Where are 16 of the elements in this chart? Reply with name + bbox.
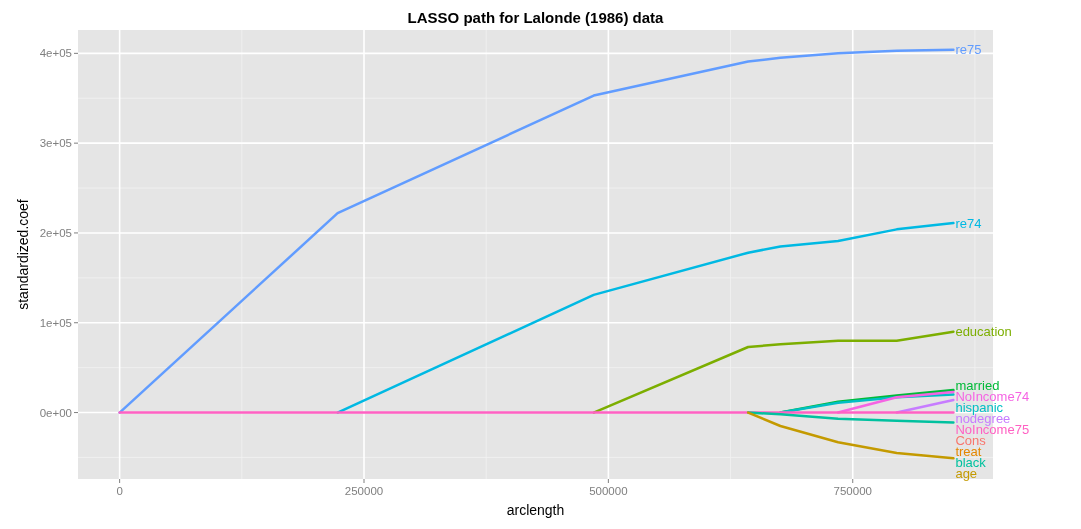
chart-title: LASSO path for Lalonde (1986) data — [407, 9, 665, 26]
x-tick-label: 0 — [116, 485, 123, 497]
y-tick-label: 2e+05 — [39, 226, 72, 239]
x-tick-label: 750000 — [833, 485, 872, 497]
x-tick-label: 250000 — [344, 485, 384, 497]
series-label: re74 — [955, 215, 982, 231]
y-tick-label: 3e+05 — [39, 137, 72, 150]
y-axis-title: standardized.coef — [15, 199, 31, 310]
x-tick-label: 500000 — [589, 485, 628, 497]
x-axis-title: arclength — [506, 502, 565, 518]
series-label: married — [955, 377, 1000, 393]
y-tick-label: 0e+00 — [39, 406, 72, 419]
y-tick-label: 4e+05 — [39, 47, 72, 60]
series-label: education — [955, 324, 1012, 340]
series-label: re75 — [955, 42, 982, 58]
y-tick-label: 1e+05 — [39, 316, 72, 329]
